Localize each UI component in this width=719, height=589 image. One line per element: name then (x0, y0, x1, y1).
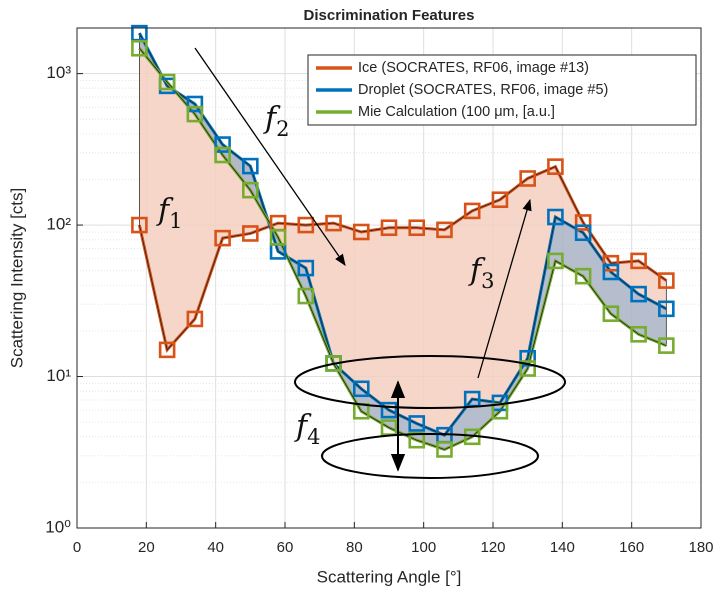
marker (214, 229, 231, 247)
x-tick-label: 120 (480, 539, 505, 556)
marker (297, 259, 315, 277)
legend-box (307, 54, 697, 126)
marker (602, 254, 620, 272)
marker (463, 202, 481, 220)
marker (269, 229, 287, 246)
marker (214, 136, 231, 153)
marker (158, 73, 176, 91)
y-tick-label: 10³ (46, 63, 71, 82)
y-tick-label: 10¹ (46, 366, 71, 385)
marker (186, 105, 204, 123)
legend: Ice (SOCRATES, RF06, image #13) Droplet (… (307, 54, 697, 126)
marker (519, 170, 536, 187)
ellipse (321, 433, 539, 479)
marker (352, 380, 370, 398)
x-tick-label: 160 (619, 539, 644, 556)
marker (131, 39, 148, 57)
marker (436, 221, 453, 239)
x-tick-label: 140 (550, 539, 575, 556)
marker (408, 219, 426, 237)
legend-label: Mie Calculation (100 μm, [a.u.] (358, 104, 555, 120)
x-tick-label: 100 (411, 539, 436, 556)
series-edge (139, 166, 667, 351)
marker (186, 95, 204, 113)
x-tick-label: 180 (688, 539, 713, 556)
annotation-shapes (194, 47, 566, 479)
marker (158, 341, 176, 359)
marker (242, 225, 259, 242)
marker (574, 214, 592, 231)
marker (242, 157, 259, 175)
legend-label: Droplet (SOCRATES, RF06, image #5) (358, 82, 608, 98)
plot-frame (76, 27, 702, 529)
marker (131, 216, 148, 234)
marker (436, 441, 453, 458)
marker (186, 310, 204, 328)
marker (352, 223, 370, 241)
marker (658, 337, 675, 354)
marker (325, 214, 342, 232)
y-tick-label: 10² (46, 215, 71, 234)
x-tick-label: 40 (207, 539, 224, 556)
marker (519, 360, 536, 377)
arrow (477, 198, 532, 379)
annotation-subscript: 1 (169, 209, 182, 233)
marker (547, 208, 564, 226)
marker (214, 146, 231, 164)
ellipse (294, 355, 566, 409)
annotation-subscript: 3 (481, 269, 494, 293)
x-tick-label: 0 (73, 539, 81, 556)
marker (297, 216, 315, 234)
marker (408, 415, 426, 432)
marker (242, 181, 259, 199)
marker (630, 285, 647, 303)
arrow (194, 47, 346, 266)
x-tick-label: 80 (346, 539, 363, 556)
marker (491, 191, 509, 209)
annotation-subscript: 4 (307, 425, 320, 449)
marker (602, 305, 620, 322)
marker (547, 252, 564, 270)
marker (380, 219, 398, 237)
x-tick-label: 20 (138, 539, 155, 556)
marker (519, 349, 536, 367)
x-axis-label: Scattering Angle [°] (317, 567, 462, 586)
marker (297, 287, 315, 305)
marker (574, 224, 592, 242)
annotation-subscript: 2 (276, 117, 289, 141)
x-tick-label: 60 (277, 539, 294, 556)
marker (658, 300, 675, 318)
marker (574, 267, 592, 285)
y-axis-label: Scattering Intensity [cts] (7, 188, 26, 368)
y-tick-label: 10⁰ (45, 517, 71, 536)
marker (630, 252, 647, 270)
marker (630, 326, 647, 343)
legend-label: Ice (SOCRATES, RF06, image #13) (358, 60, 589, 76)
marker (658, 272, 675, 289)
chart-title: Discrimination Features (304, 7, 475, 24)
marker (602, 263, 620, 281)
marker (547, 158, 564, 175)
